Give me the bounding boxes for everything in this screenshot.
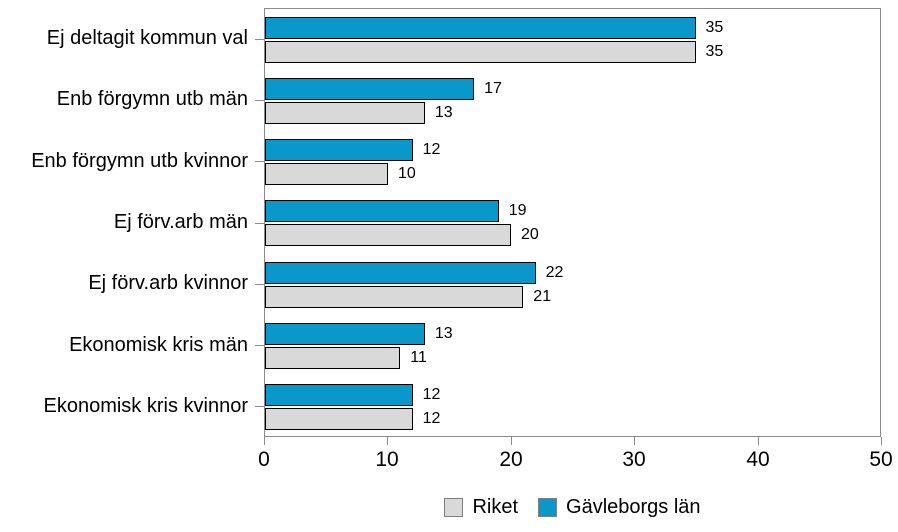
x-axis-tick-label: 40	[746, 448, 770, 471]
bar-riket	[265, 347, 401, 370]
legend-entry: Gävleborgs län	[538, 496, 701, 519]
bar-riket	[265, 285, 524, 308]
x-axis-tick-label: 30	[622, 448, 646, 471]
category-label: Enb förgymn utb kvinnor	[31, 149, 248, 172]
x-axis-tick	[264, 437, 265, 445]
value-label: 22	[545, 263, 564, 281]
x-axis-tick-label: 50	[869, 448, 893, 471]
value-label: 35	[705, 18, 724, 36]
category-label: Ej förv.arb män	[113, 210, 248, 233]
bar-group: 13 11	[265, 315, 880, 376]
category-label: Ej deltagit kommun val	[46, 27, 248, 50]
bar-group: 35 35	[265, 9, 880, 70]
value-label: 13	[434, 325, 453, 343]
bar-gavleborgs-lan	[265, 261, 536, 284]
value-label: 12	[422, 410, 441, 428]
y-axis-tick	[255, 223, 264, 224]
bar-group: 12 12	[265, 377, 880, 438]
value-label: 10	[398, 165, 416, 183]
legend-swatch-icon	[538, 498, 558, 517]
category-label: Ekonomisk kris kvinnor	[43, 394, 248, 417]
legend-swatch-icon	[444, 498, 464, 517]
x-axis-tick	[634, 437, 635, 445]
y-axis-tick	[255, 161, 264, 162]
value-label: 17	[484, 79, 502, 97]
bar-riket	[265, 40, 696, 63]
value-label: 35	[705, 42, 724, 60]
x-axis-tick	[387, 437, 388, 445]
bar-gavleborgs-lan	[265, 16, 696, 39]
x-axis-tick-label: 0	[258, 448, 270, 471]
category-label: Enb förgymn utb män	[56, 88, 248, 111]
legend-label: Gävleborgs län	[566, 496, 701, 518]
bar-riket	[265, 408, 413, 431]
bar-group: 22 21	[265, 254, 880, 315]
bar-riket	[265, 224, 511, 247]
bar-gavleborgs-lan	[265, 77, 475, 100]
y-axis-tick	[255, 406, 264, 407]
value-label: 12	[422, 141, 441, 159]
y-axis-tick	[255, 284, 264, 285]
category-label: Ej förv.arb kvinnor	[88, 272, 248, 295]
bar-gavleborgs-lan	[265, 384, 413, 407]
x-axis-tick-label: 10	[375, 448, 399, 471]
value-label: 12	[422, 386, 441, 404]
bar-riket	[265, 163, 388, 186]
x-axis-tick	[758, 437, 759, 445]
y-axis-tick	[255, 100, 264, 101]
x-axis-tick-label: 20	[499, 448, 523, 471]
value-label: 13	[434, 103, 453, 121]
value-label: 19	[508, 202, 527, 220]
legend: Riket Gävleborgs län	[264, 496, 881, 519]
bar-gavleborgs-lan	[265, 200, 499, 223]
value-label: 20	[521, 226, 539, 244]
y-axis-tick	[255, 345, 264, 346]
bar-gavleborgs-lan	[265, 139, 413, 162]
value-label: 21	[533, 287, 552, 305]
x-axis-tick	[511, 437, 512, 445]
bar-gavleborgs-lan	[265, 323, 425, 346]
legend-entry: Riket	[444, 496, 518, 519]
legend-label: Riket	[472, 496, 519, 518]
bar-riket	[265, 101, 425, 124]
bar-group: 12 10	[265, 132, 880, 193]
y-axis-tick	[255, 39, 264, 40]
plot-area: 35 35 17 13 12 10 19 20 22 21 13 11 12 12	[264, 8, 881, 437]
bar-group: 17 13	[265, 70, 880, 131]
category-label: Ekonomisk kris män	[69, 333, 248, 356]
bar-group: 19 20	[265, 193, 880, 254]
value-label: 11	[410, 349, 427, 367]
x-axis-tick	[881, 437, 882, 445]
